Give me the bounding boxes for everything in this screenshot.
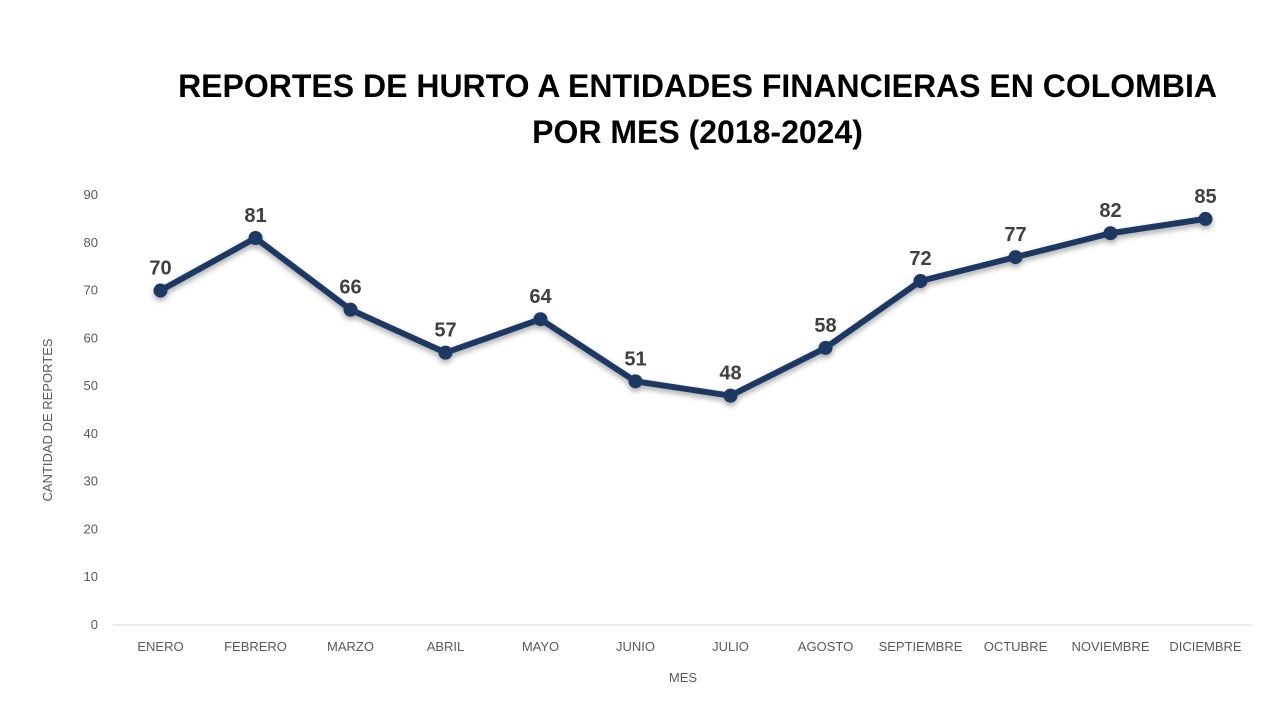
x-tick-label: MAYO xyxy=(522,639,559,654)
data-point xyxy=(1103,226,1118,241)
series-line xyxy=(157,215,1209,399)
chart-title-line-1: REPORTES DE HURTO A ENTIDADES FINANCIERA… xyxy=(178,68,1217,104)
y-tick-label: 20 xyxy=(84,521,98,536)
x-tick-label: SEPTIEMBRE xyxy=(879,639,963,654)
data-label: 70 xyxy=(149,258,171,280)
x-tick-label: JUNIO xyxy=(616,639,655,654)
x-tick-label: NOVIEMBRE xyxy=(1071,639,1149,654)
data-label: 66 xyxy=(339,277,361,299)
data-point xyxy=(913,274,928,288)
data-point xyxy=(248,231,263,245)
data-point xyxy=(1008,250,1023,265)
y-tick-label: 50 xyxy=(84,378,98,393)
y-tick-label: 70 xyxy=(84,283,98,298)
data-point xyxy=(438,345,453,360)
data-label: 64 xyxy=(529,286,552,308)
data-point xyxy=(628,374,643,389)
data-label: 57 xyxy=(434,320,456,342)
data-label: 58 xyxy=(814,315,836,337)
data-label: 77 xyxy=(1004,224,1026,246)
y-axis-title: CANTIDAD DE REPORTES xyxy=(40,338,55,501)
y-tick-label: 10 xyxy=(84,569,98,584)
x-tick-label: MARZO xyxy=(327,639,374,654)
data-point xyxy=(343,302,358,317)
x-tick-label: ABRIL xyxy=(427,639,465,654)
data-point xyxy=(1198,211,1213,226)
y-tick-label: 80 xyxy=(84,235,98,250)
chart-title-line-2: POR MES (2018-2024) xyxy=(532,114,863,150)
y-tick-label: 30 xyxy=(84,474,98,489)
data-label: 85 xyxy=(1194,186,1216,208)
x-tick-label: ENERO xyxy=(137,639,183,654)
y-tick-label: 60 xyxy=(84,330,98,345)
y-tick-label: 0 xyxy=(91,617,98,632)
x-tick-label: DICIEMBRE xyxy=(1169,639,1242,654)
data-label: 72 xyxy=(909,248,931,270)
x-tick-label: JULIO xyxy=(712,639,749,654)
y-tick-label: 40 xyxy=(84,426,98,441)
data-label: 82 xyxy=(1099,200,1121,222)
x-tick-label: AGOSTO xyxy=(798,639,853,654)
data-point xyxy=(818,340,833,355)
data-label: 48 xyxy=(719,363,741,385)
data-label: 81 xyxy=(244,205,266,227)
x-tick-label: OCTUBRE xyxy=(984,639,1048,654)
data-point xyxy=(723,388,738,403)
data-point xyxy=(533,312,548,327)
data-label: 51 xyxy=(624,348,646,370)
y-tick-label: 90 xyxy=(84,187,98,202)
x-tick-label: FEBRERO xyxy=(224,639,287,654)
data-point xyxy=(153,283,168,298)
x-axis-title: MES xyxy=(669,670,698,685)
